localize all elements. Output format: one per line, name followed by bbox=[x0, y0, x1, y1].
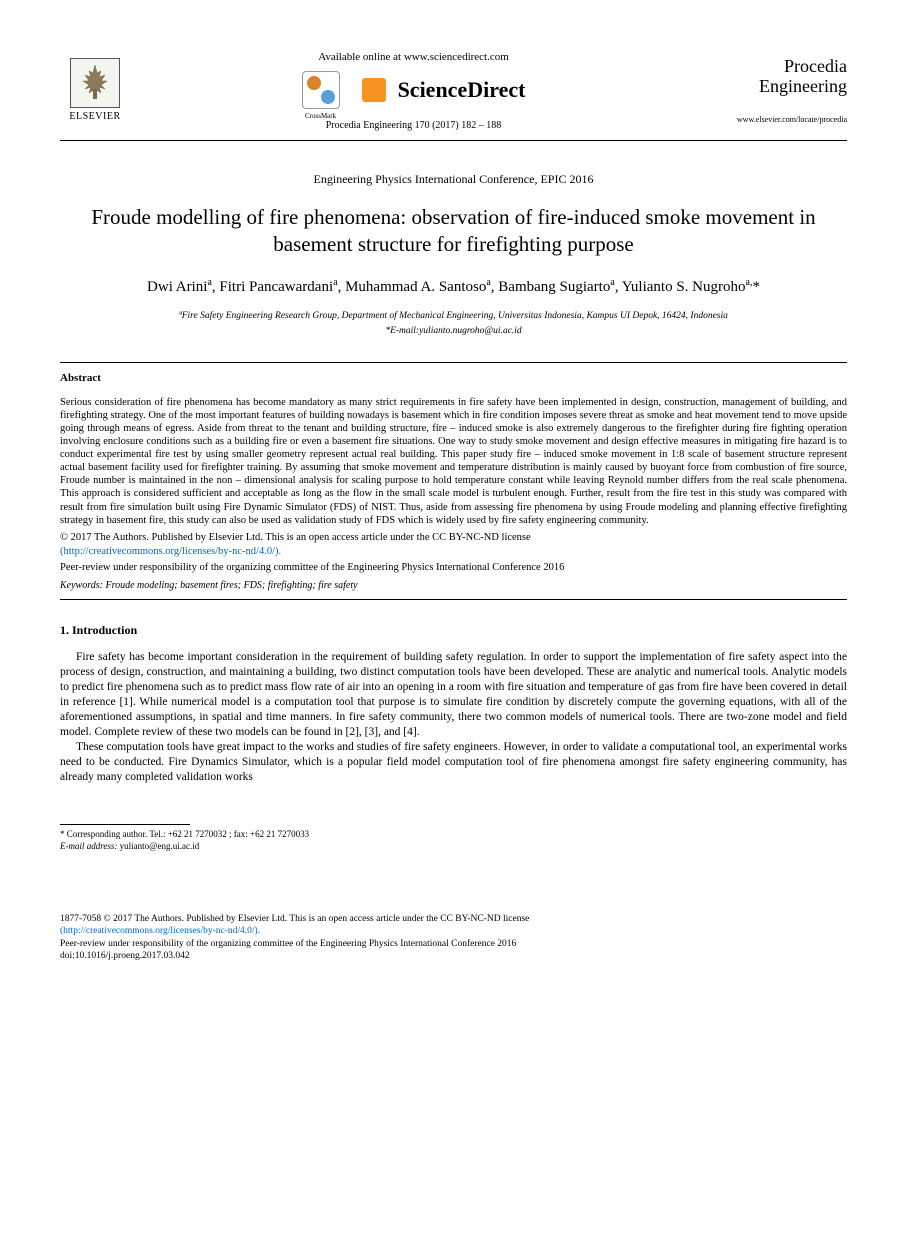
journal-title-block: Procedia Engineering www.elsevier.com/lo… bbox=[697, 57, 847, 125]
keywords-label: Keywords: bbox=[60, 580, 103, 591]
footnote-email-value: yulianto@eng.ui.ac.id bbox=[117, 841, 199, 851]
footnote-email: E-mail address: yulianto@eng.ui.ac.id bbox=[60, 841, 847, 853]
available-online-text: Available online at www.sciencedirect.co… bbox=[140, 50, 687, 65]
footnote-email-label: E-mail address: bbox=[60, 841, 117, 851]
abstract-heading: Abstract bbox=[60, 371, 847, 386]
affiliation: ªFire Safety Engineering Research Group,… bbox=[60, 310, 847, 323]
footer-block: 1877-7058 © 2017 The Authors. Published … bbox=[60, 913, 847, 962]
intro-para-1: Fire safety has become important conside… bbox=[60, 650, 847, 740]
conference-name: Engineering Physics International Confer… bbox=[60, 171, 847, 187]
sciencedirect-row: CrossMark ScienceDirect bbox=[140, 71, 687, 109]
crossmark-icon[interactable]: CrossMark bbox=[302, 71, 340, 109]
journal-reference: Procedia Engineering 170 (2017) 182 – 18… bbox=[140, 119, 687, 133]
intro-para-2: These computation tools have great impac… bbox=[60, 740, 847, 785]
copyright-line: © 2017 The Authors. Published by Elsevie… bbox=[60, 531, 847, 545]
procedia-line1: Procedia bbox=[697, 57, 847, 77]
authors: Dwi Arinia, Fitri Pancawardania, Muhamma… bbox=[60, 276, 847, 298]
elsevier-label: ELSEVIER bbox=[69, 110, 120, 124]
footnote-rule bbox=[60, 824, 190, 825]
paper-title: Froude modelling of fire phenomena: obse… bbox=[80, 204, 827, 259]
doi: doi:10.1016/j.proeng.2017.03.042 bbox=[60, 950, 847, 962]
procedia-line2: Engineering bbox=[697, 77, 847, 97]
footnote-corresponding: * Corresponding author. Tel.: +62 21 727… bbox=[60, 829, 847, 841]
license-link[interactable]: (http://creativecommons.org/licenses/by-… bbox=[60, 545, 847, 559]
journal-url: www.elsevier.com/locate/procedia bbox=[697, 115, 847, 126]
footer-license-link[interactable]: (http://creativecommons.org/licenses/by-… bbox=[60, 925, 847, 937]
abstract-body: Serious consideration of fire phenomena … bbox=[60, 396, 847, 527]
abstract-rule-bottom bbox=[60, 599, 847, 600]
crossmark-label: CrossMark bbox=[303, 112, 339, 121]
center-header: Available online at www.sciencedirect.co… bbox=[130, 50, 697, 132]
section-heading-intro: 1. Introduction bbox=[60, 622, 847, 638]
keywords-list: Froude modeling; basement fires; FDS; fi… bbox=[103, 580, 358, 591]
sciencedirect-icon bbox=[362, 78, 386, 102]
paper-header: ELSEVIER Available online at www.science… bbox=[60, 50, 847, 141]
footer-peer-review: Peer-review under responsibility of the … bbox=[60, 938, 847, 950]
peer-review-line: Peer-review under responsibility of the … bbox=[60, 561, 847, 575]
abstract-rule-top bbox=[60, 362, 847, 363]
sciencedirect-label: ScienceDirect bbox=[398, 75, 526, 105]
keywords: Keywords: Froude modeling; basement fire… bbox=[60, 579, 847, 593]
corresponding-email: *E-mail:yulianto.nugroho@ui.ac.id bbox=[60, 325, 847, 338]
footer-issn-line: 1877-7058 © 2017 The Authors. Published … bbox=[60, 913, 847, 925]
elsevier-logo-block: ELSEVIER bbox=[60, 58, 130, 124]
elsevier-tree-icon bbox=[70, 58, 120, 108]
